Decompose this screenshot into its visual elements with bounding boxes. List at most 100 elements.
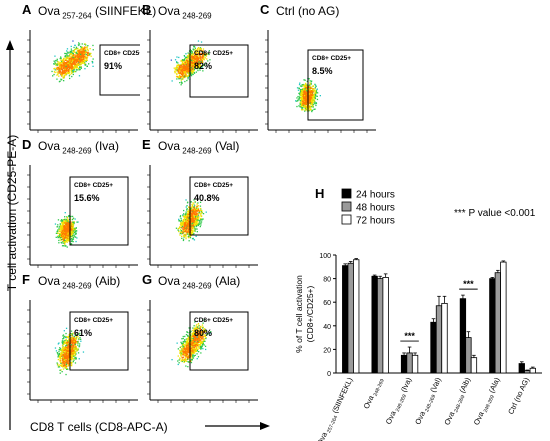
panel-letter-f: F <box>22 272 30 287</box>
flow-dots <box>54 212 79 248</box>
gate-box <box>69 176 129 246</box>
error-bar <box>348 261 353 264</box>
category-label: Ova 248-269 (Ala) <box>472 376 504 428</box>
bar-2-6 <box>529 367 536 374</box>
panel-letter-d: D <box>22 137 32 152</box>
y-tick-label: 0 <box>327 371 331 378</box>
bar-2-0 <box>353 259 360 374</box>
panel-title-g: Ova 248-269 (Ala) <box>158 274 241 291</box>
gate-label: CD8+ CD25+ <box>104 50 140 57</box>
bar-1-0 <box>347 262 354 374</box>
error-bar <box>461 294 465 299</box>
y-tick-label: 40 <box>323 324 331 331</box>
error-bar <box>343 263 348 266</box>
bar-2-4 <box>470 357 478 374</box>
error-bar <box>402 352 406 356</box>
gate-box <box>189 44 249 98</box>
gate-percent: 40.8% <box>194 193 220 203</box>
x-axis-arrowhead <box>260 422 270 430</box>
error-bar <box>437 295 441 306</box>
gate-percent: 80% <box>194 328 212 338</box>
error-bar <box>383 273 388 278</box>
error-bar <box>407 346 412 353</box>
panel-title-a: Ova 257-264 (SIINFEKL) <box>38 4 157 21</box>
gate-box <box>69 311 129 371</box>
category-label: Ctrl (no AG) <box>506 376 531 416</box>
pvalue-note: *** P value <0.001 <box>454 208 536 219</box>
bar-1-3 <box>435 305 443 374</box>
significance-marker: *** <box>400 331 419 342</box>
flow-dots <box>171 319 212 368</box>
bar-0-3 <box>430 321 437 374</box>
x-axis-label: CD8 T cells (CD8-APC-A) <box>30 420 168 434</box>
flow-dots <box>170 40 211 86</box>
gate-label: CD8+ CD25+ <box>194 50 233 57</box>
gate-box <box>307 49 364 121</box>
significance-marker: *** <box>459 279 478 290</box>
y-axis-label: T cell activation (CD25-PE-A) <box>5 134 19 292</box>
panel-title-f: Ova 248-269 (Aib) <box>38 274 121 291</box>
y-tick-label: 60 <box>323 300 331 307</box>
bar-0-6 <box>518 363 525 374</box>
panel-title-b: Ova 248-269 <box>158 4 212 21</box>
gate-percent: 82% <box>194 61 212 71</box>
bar-2-3 <box>441 302 448 374</box>
bar-2-5 <box>500 261 507 374</box>
category-label: Ova 248-269 (Iva) <box>384 376 416 427</box>
panel-letter-b: B <box>142 2 152 17</box>
y-tick-label: 80 <box>323 277 331 284</box>
bar-1-2 <box>406 352 413 374</box>
bar-1-5 <box>494 272 502 374</box>
error-bar <box>466 331 471 338</box>
error-bar <box>413 352 417 356</box>
flow-dot-plot-f: CD8+ CD25+ 61% <box>27 300 138 403</box>
panel-letter-c: C <box>260 2 270 17</box>
category-label: Ova 248-269 (Aib) <box>442 376 474 428</box>
flow-dot-plot-a: CD8+ CD25+ 91% <box>27 30 140 133</box>
bar-1-4 <box>465 337 472 374</box>
panel-title-c: Ctrl (no AG) <box>276 4 340 18</box>
legend-swatch-1 <box>341 201 352 212</box>
error-bar <box>442 295 447 304</box>
error-bar <box>501 260 506 263</box>
y-axis-arrowhead <box>6 40 14 50</box>
bar-0-1 <box>371 275 378 374</box>
error-bar <box>496 269 500 273</box>
gate-label: CD8+ CD25+ <box>312 55 351 62</box>
panel-letter-h: H <box>315 186 325 201</box>
legend-swatch-0 <box>341 188 352 199</box>
panel-title-d: Ova 248-269 (Iva) <box>38 139 119 156</box>
bar-2-1 <box>382 277 389 374</box>
error-bar <box>354 258 359 260</box>
error-bar <box>378 275 382 279</box>
bar-chart: 24 hours 48 hours 72 hours 0 20 40 60 80 100 % of… <box>294 188 542 441</box>
gate-box <box>189 176 249 236</box>
bar-2-2 <box>411 354 419 374</box>
panel-letter-g: G <box>142 272 153 287</box>
flow-dot-plot-d: CD8+ CD25+ 15.6% <box>27 165 138 268</box>
legend-label-0: 24 hours <box>356 190 395 201</box>
gate-percent: 15.6% <box>74 193 100 203</box>
flow-dots <box>175 199 207 242</box>
error-bar <box>530 366 535 369</box>
y-tick-label: 100 <box>319 253 331 260</box>
error-bar <box>472 354 476 358</box>
gate-label: CD8+ CD25+ <box>194 182 233 189</box>
bar-chart-ylabel: % of T cell activation(CD8+/CD25+) <box>294 275 315 353</box>
bar-0-5 <box>489 278 496 374</box>
flow-dot-plot-b: CD8+ CD25+ 82% <box>147 30 258 133</box>
category-label: Ova 248-269 (Val) <box>413 376 445 427</box>
gate-box <box>189 311 249 371</box>
error-bar <box>519 361 524 364</box>
panel-title-e: Ova 248-269 (Val) <box>158 139 240 156</box>
bar-0-4 <box>459 298 467 374</box>
y-tick-label: 20 <box>323 347 331 354</box>
gate-box <box>99 44 140 96</box>
category-label: Ova 257-264 (SIINFEKL) <box>315 376 356 441</box>
bar-1-6 <box>524 370 531 374</box>
gate-percent: 61% <box>74 328 92 338</box>
category-label: Ova 248-269 <box>362 376 386 411</box>
flow-dots <box>51 40 94 83</box>
panel-letter-e: E <box>142 137 151 152</box>
